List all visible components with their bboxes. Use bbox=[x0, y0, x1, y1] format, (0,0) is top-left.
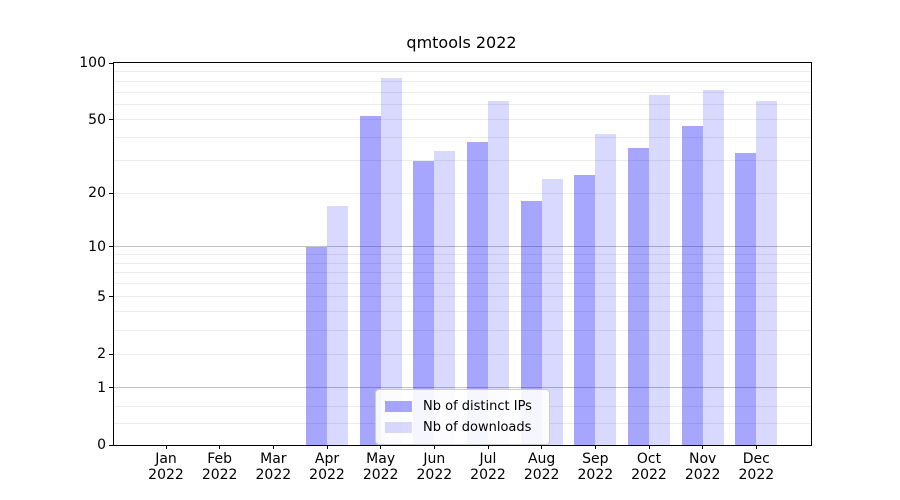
bar-nb-of-distinct-ips-jul bbox=[467, 141, 488, 445]
bar-nb-of-distinct-ips-oct bbox=[628, 148, 649, 445]
bar-nb-of-downloads-aug bbox=[541, 178, 563, 445]
gridline-y-90 bbox=[114, 71, 811, 73]
x-tick-label-dec: Dec 2022 bbox=[738, 451, 775, 483]
x-tick-mark-oct bbox=[648, 445, 650, 449]
gridline-y-10 bbox=[114, 246, 811, 248]
bar-nb-of-downloads-oct bbox=[649, 94, 670, 445]
y-tick-mark-100 bbox=[109, 62, 113, 64]
y-tick-label-2: 2 bbox=[97, 346, 106, 363]
legend: Nb of distinct IPs Nb of downloads bbox=[375, 389, 550, 445]
gridline-y-9 bbox=[114, 253, 811, 255]
x-tick-label-oct: Oct 2022 bbox=[631, 451, 667, 483]
bar-nb-of-distinct-ips-sep bbox=[574, 175, 596, 445]
gridline-y-40 bbox=[114, 137, 811, 139]
x-tick-mark-dec bbox=[755, 445, 757, 449]
bar-nb-of-distinct-ips-dec bbox=[735, 153, 757, 445]
x-tick-mark-feb bbox=[219, 445, 221, 449]
gridline-y-6 bbox=[114, 283, 811, 285]
x-tick-mark-apr bbox=[326, 445, 328, 449]
x-tick-mark-sep bbox=[594, 445, 596, 449]
x-tick-mark-may bbox=[380, 445, 382, 449]
gridline-y-70 bbox=[114, 91, 811, 93]
bar-nb-of-distinct-ips-aug bbox=[520, 201, 542, 445]
legend-label-downloads: Nb of downloads bbox=[423, 420, 532, 435]
bar-nb-of-downloads-sep bbox=[595, 133, 617, 445]
gridline-y-20 bbox=[114, 192, 811, 194]
x-tick-label-sep: Sep 2022 bbox=[577, 451, 614, 483]
gridline-y-50 bbox=[114, 119, 811, 121]
legend-swatch-distinct-ips bbox=[385, 401, 412, 412]
bar-nb-of-downloads-jul bbox=[488, 100, 509, 445]
x-tick-label-apr: Apr 2022 bbox=[309, 451, 345, 483]
bar-nb-of-downloads-dec bbox=[756, 100, 778, 445]
gridline-y-80 bbox=[114, 80, 811, 82]
y-tick-label-20: 20 bbox=[88, 185, 106, 201]
x-tick-mark-mar bbox=[272, 445, 274, 449]
gridline-y-30 bbox=[114, 160, 811, 162]
x-tick-label-mar: Mar 2022 bbox=[255, 451, 292, 483]
x-tick-mark-jun bbox=[433, 445, 435, 449]
legend-swatch-downloads bbox=[385, 422, 412, 433]
bar-nb-of-downloads-jun bbox=[434, 150, 456, 445]
y-tick-mark-1 bbox=[109, 387, 113, 389]
y-tick-mark-2 bbox=[109, 353, 113, 355]
chart-title: qmtools 2022 bbox=[406, 33, 517, 52]
x-tick-label-jun: Jun 2022 bbox=[416, 451, 453, 483]
bar-nb-of-distinct-ips-jun bbox=[413, 160, 435, 445]
legend-item-downloads: Nb of downloads bbox=[385, 417, 540, 438]
y-tick-mark-50 bbox=[109, 119, 113, 121]
bar-nb-of-distinct-ips-apr bbox=[306, 246, 327, 445]
x-tick-mark-jan bbox=[165, 445, 167, 449]
legend-label-distinct-ips: Nb of distinct IPs bbox=[423, 399, 532, 414]
bar-nb-of-downloads-may bbox=[380, 78, 402, 445]
gridline-y-7 bbox=[114, 272, 811, 274]
gridline-y-8 bbox=[114, 262, 811, 264]
x-tick-label-aug: Aug 2022 bbox=[523, 451, 560, 483]
legend-item-distinct-ips: Nb of distinct IPs bbox=[385, 396, 540, 417]
y-tick-label-1: 1 bbox=[97, 379, 106, 396]
gridline-y-5 bbox=[114, 296, 811, 298]
y-tick-mark-10 bbox=[109, 246, 113, 248]
bar-nb-of-downloads-apr bbox=[327, 205, 348, 445]
plot-area: Nb of distinct IPs Nb of downloads 0 1 2 5 1… bbox=[79, 55, 812, 483]
x-tick-label-feb: Feb 2022 bbox=[201, 451, 238, 483]
y-tick-label-0: 0 bbox=[97, 437, 106, 453]
y-tick-mark-0 bbox=[109, 444, 113, 446]
x-tick-mark-jul bbox=[487, 445, 489, 449]
y-tick-label-100: 100 bbox=[79, 55, 106, 71]
gridline-y-3 bbox=[114, 329, 811, 331]
x-tick-label-may: May 2022 bbox=[362, 451, 399, 483]
x-tick-mark-nov bbox=[702, 445, 704, 449]
gridline-y-4 bbox=[114, 311, 811, 313]
x-tick-mark-aug bbox=[541, 445, 543, 449]
x-tick-label-jan: Jan 2022 bbox=[148, 451, 184, 483]
bar-nb-of-downloads-nov bbox=[702, 89, 724, 445]
y-tick-mark-20 bbox=[109, 192, 113, 194]
bar-nb-of-distinct-ips-may bbox=[359, 116, 381, 445]
gridline-y-2 bbox=[114, 353, 811, 355]
x-tick-label-jul: Jul 2022 bbox=[470, 451, 506, 483]
y-tick-label-50: 50 bbox=[88, 111, 106, 128]
gridline-y-1 bbox=[114, 387, 811, 389]
gridline-y-60 bbox=[114, 104, 811, 106]
x-tick-label-nov: Nov 2022 bbox=[684, 451, 721, 483]
y-tick-mark-5 bbox=[109, 296, 113, 298]
bar-nb-of-distinct-ips-nov bbox=[681, 126, 703, 445]
y-tick-label-5: 5 bbox=[97, 288, 106, 305]
y-tick-label-10: 10 bbox=[88, 238, 106, 255]
